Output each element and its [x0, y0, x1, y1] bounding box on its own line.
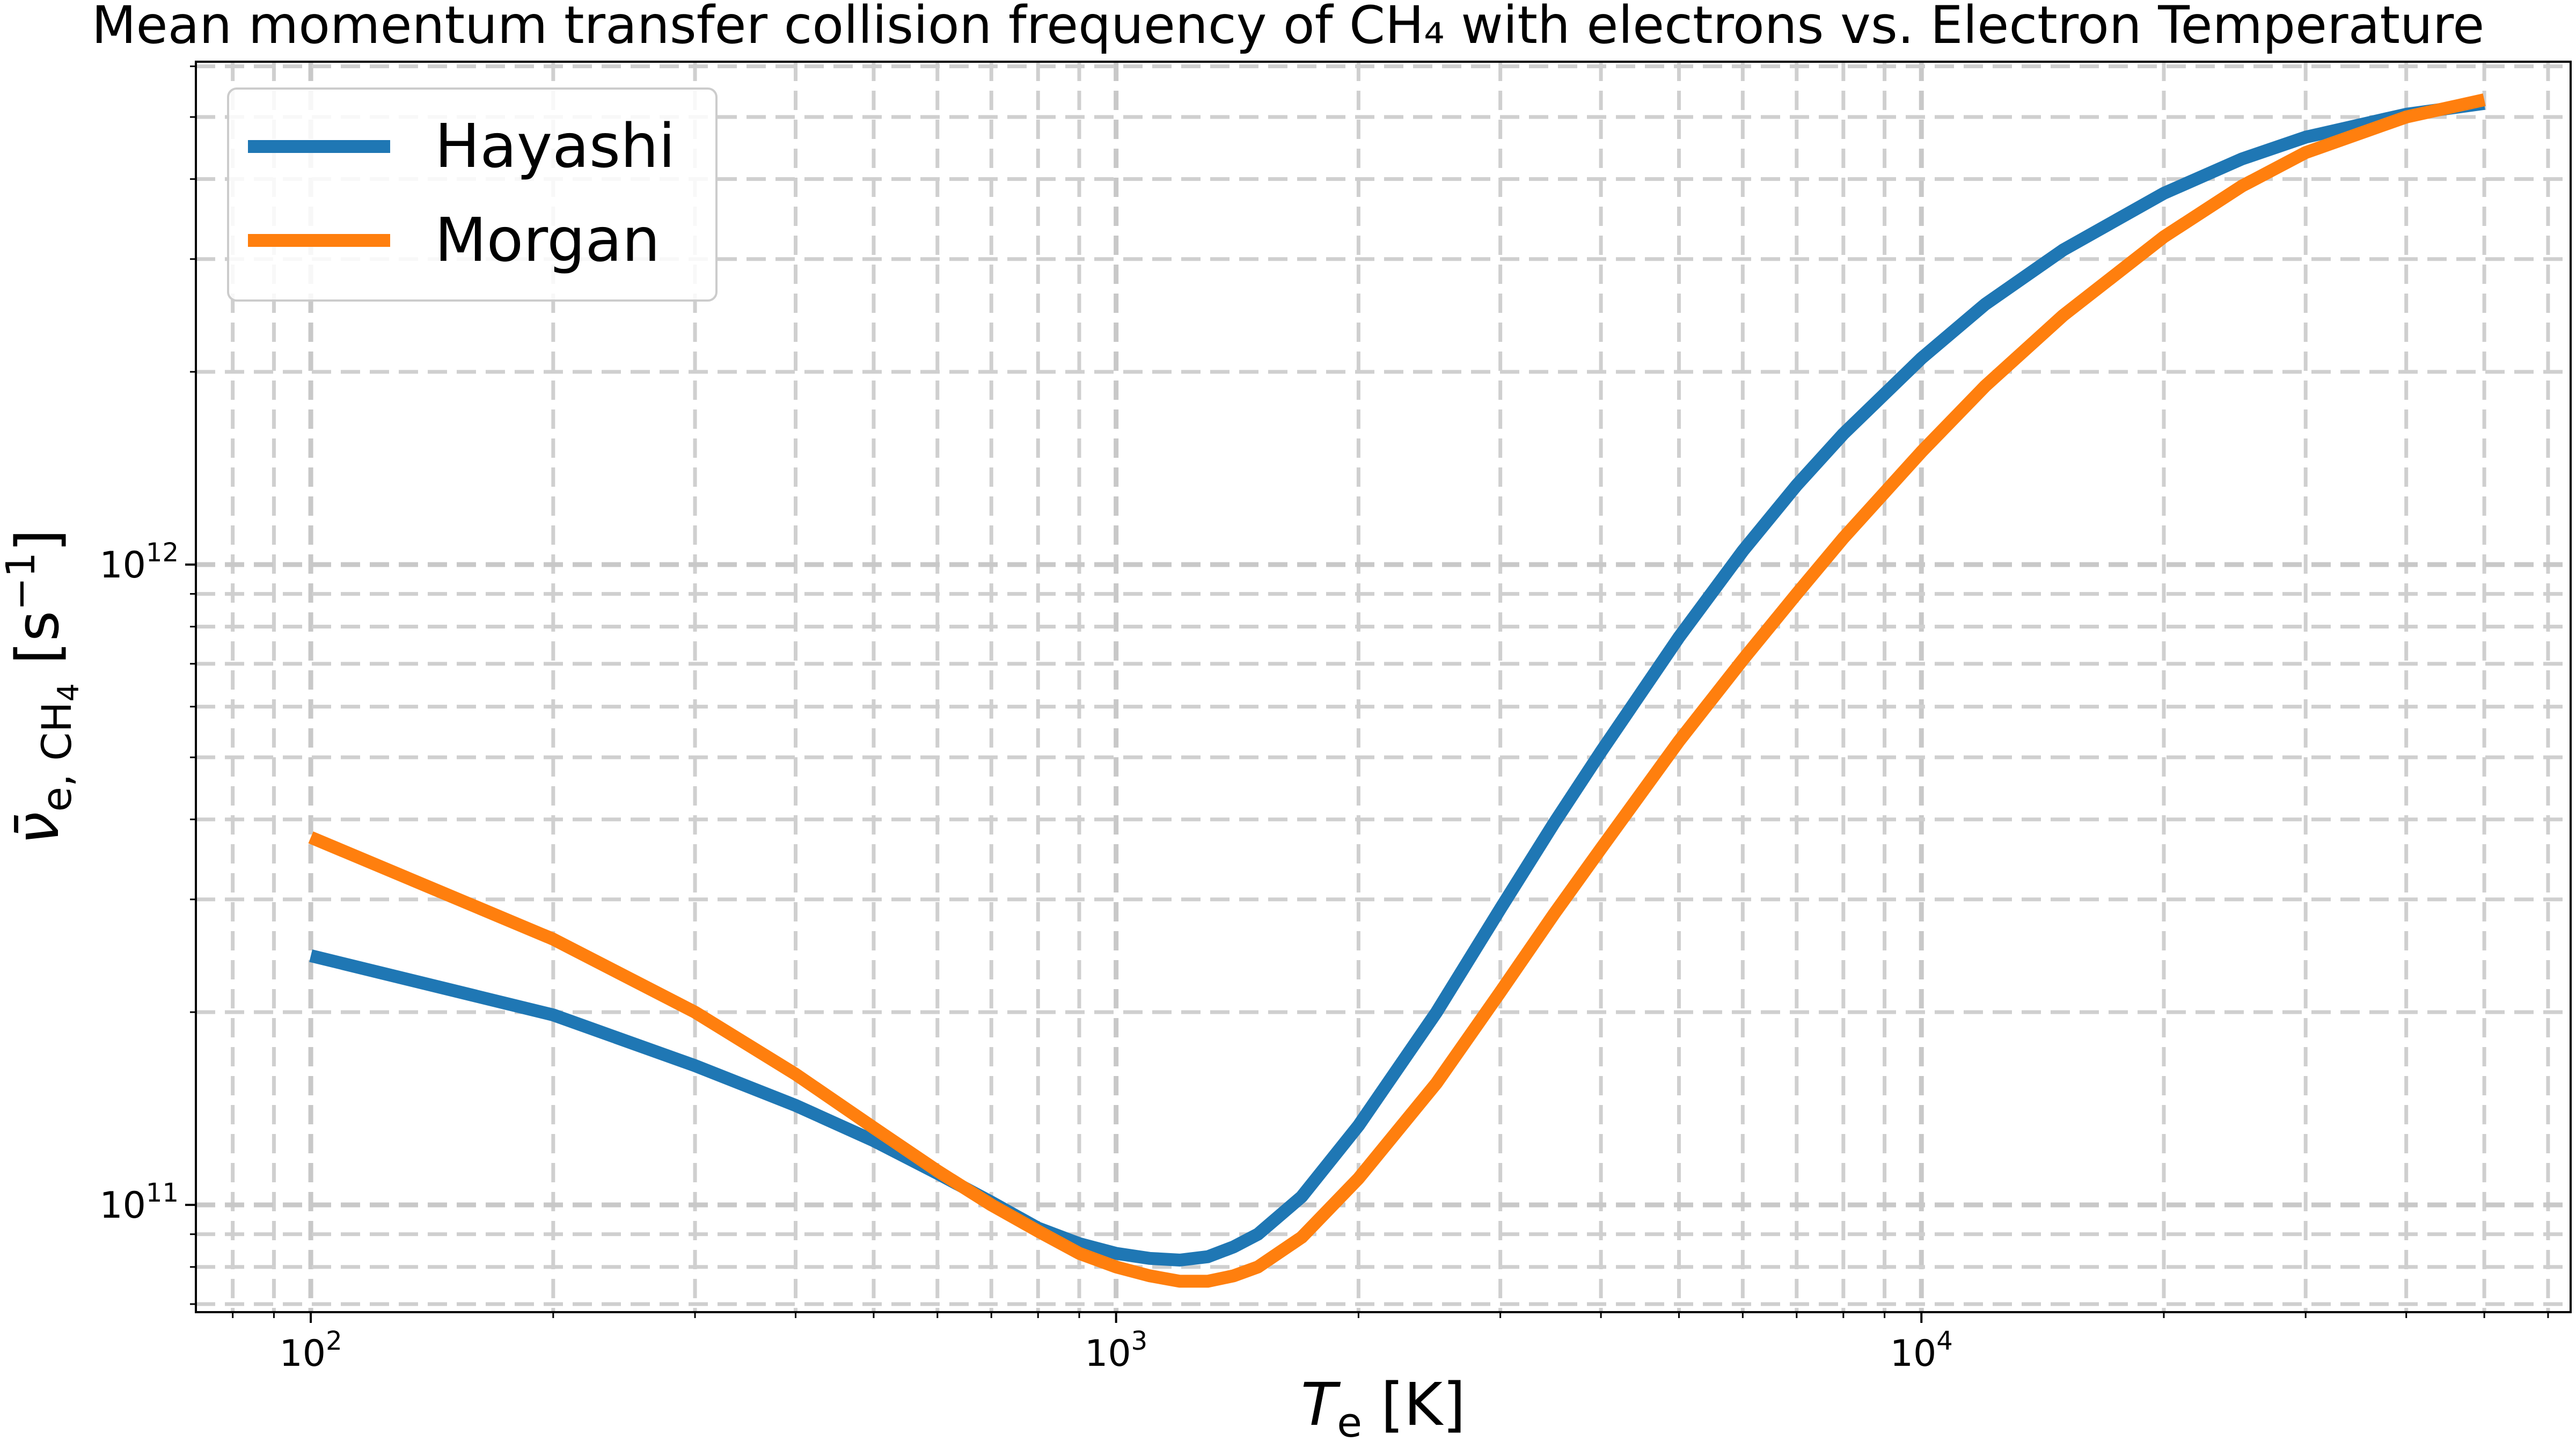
legend-label-morgan: Morgan [435, 206, 660, 275]
legend: Hayashi Morgan [227, 87, 718, 302]
x-tick-label: 103 [1085, 1326, 1147, 1375]
x-tick-label: 102 [280, 1326, 342, 1375]
legend-label-hayashi: Hayashi [435, 112, 675, 181]
plot-frame [195, 61, 2572, 1313]
x-axis-label-text: Te [K] [1301, 1370, 1466, 1446]
y-tick-label: 1011 [99, 1178, 179, 1227]
plot-lines [308, 93, 2486, 1288]
y-axis-label: ν̄e, CH4 [s−1] [0, 529, 85, 845]
axis-ticks: 102 103 104 1011 1012 [99, 65, 2549, 1375]
y-tick-label: 1012 [99, 538, 179, 587]
y-axis-label-text: ν̄e, CH4 [s−1] [0, 529, 85, 845]
series-line-morgan [308, 93, 2486, 1288]
x-tick-label: 104 [1890, 1326, 1953, 1375]
x-axis-label: Te [K] [1301, 1370, 1466, 1446]
chart-title: Mean momentum transfer collision frequen… [92, 0, 2485, 55]
